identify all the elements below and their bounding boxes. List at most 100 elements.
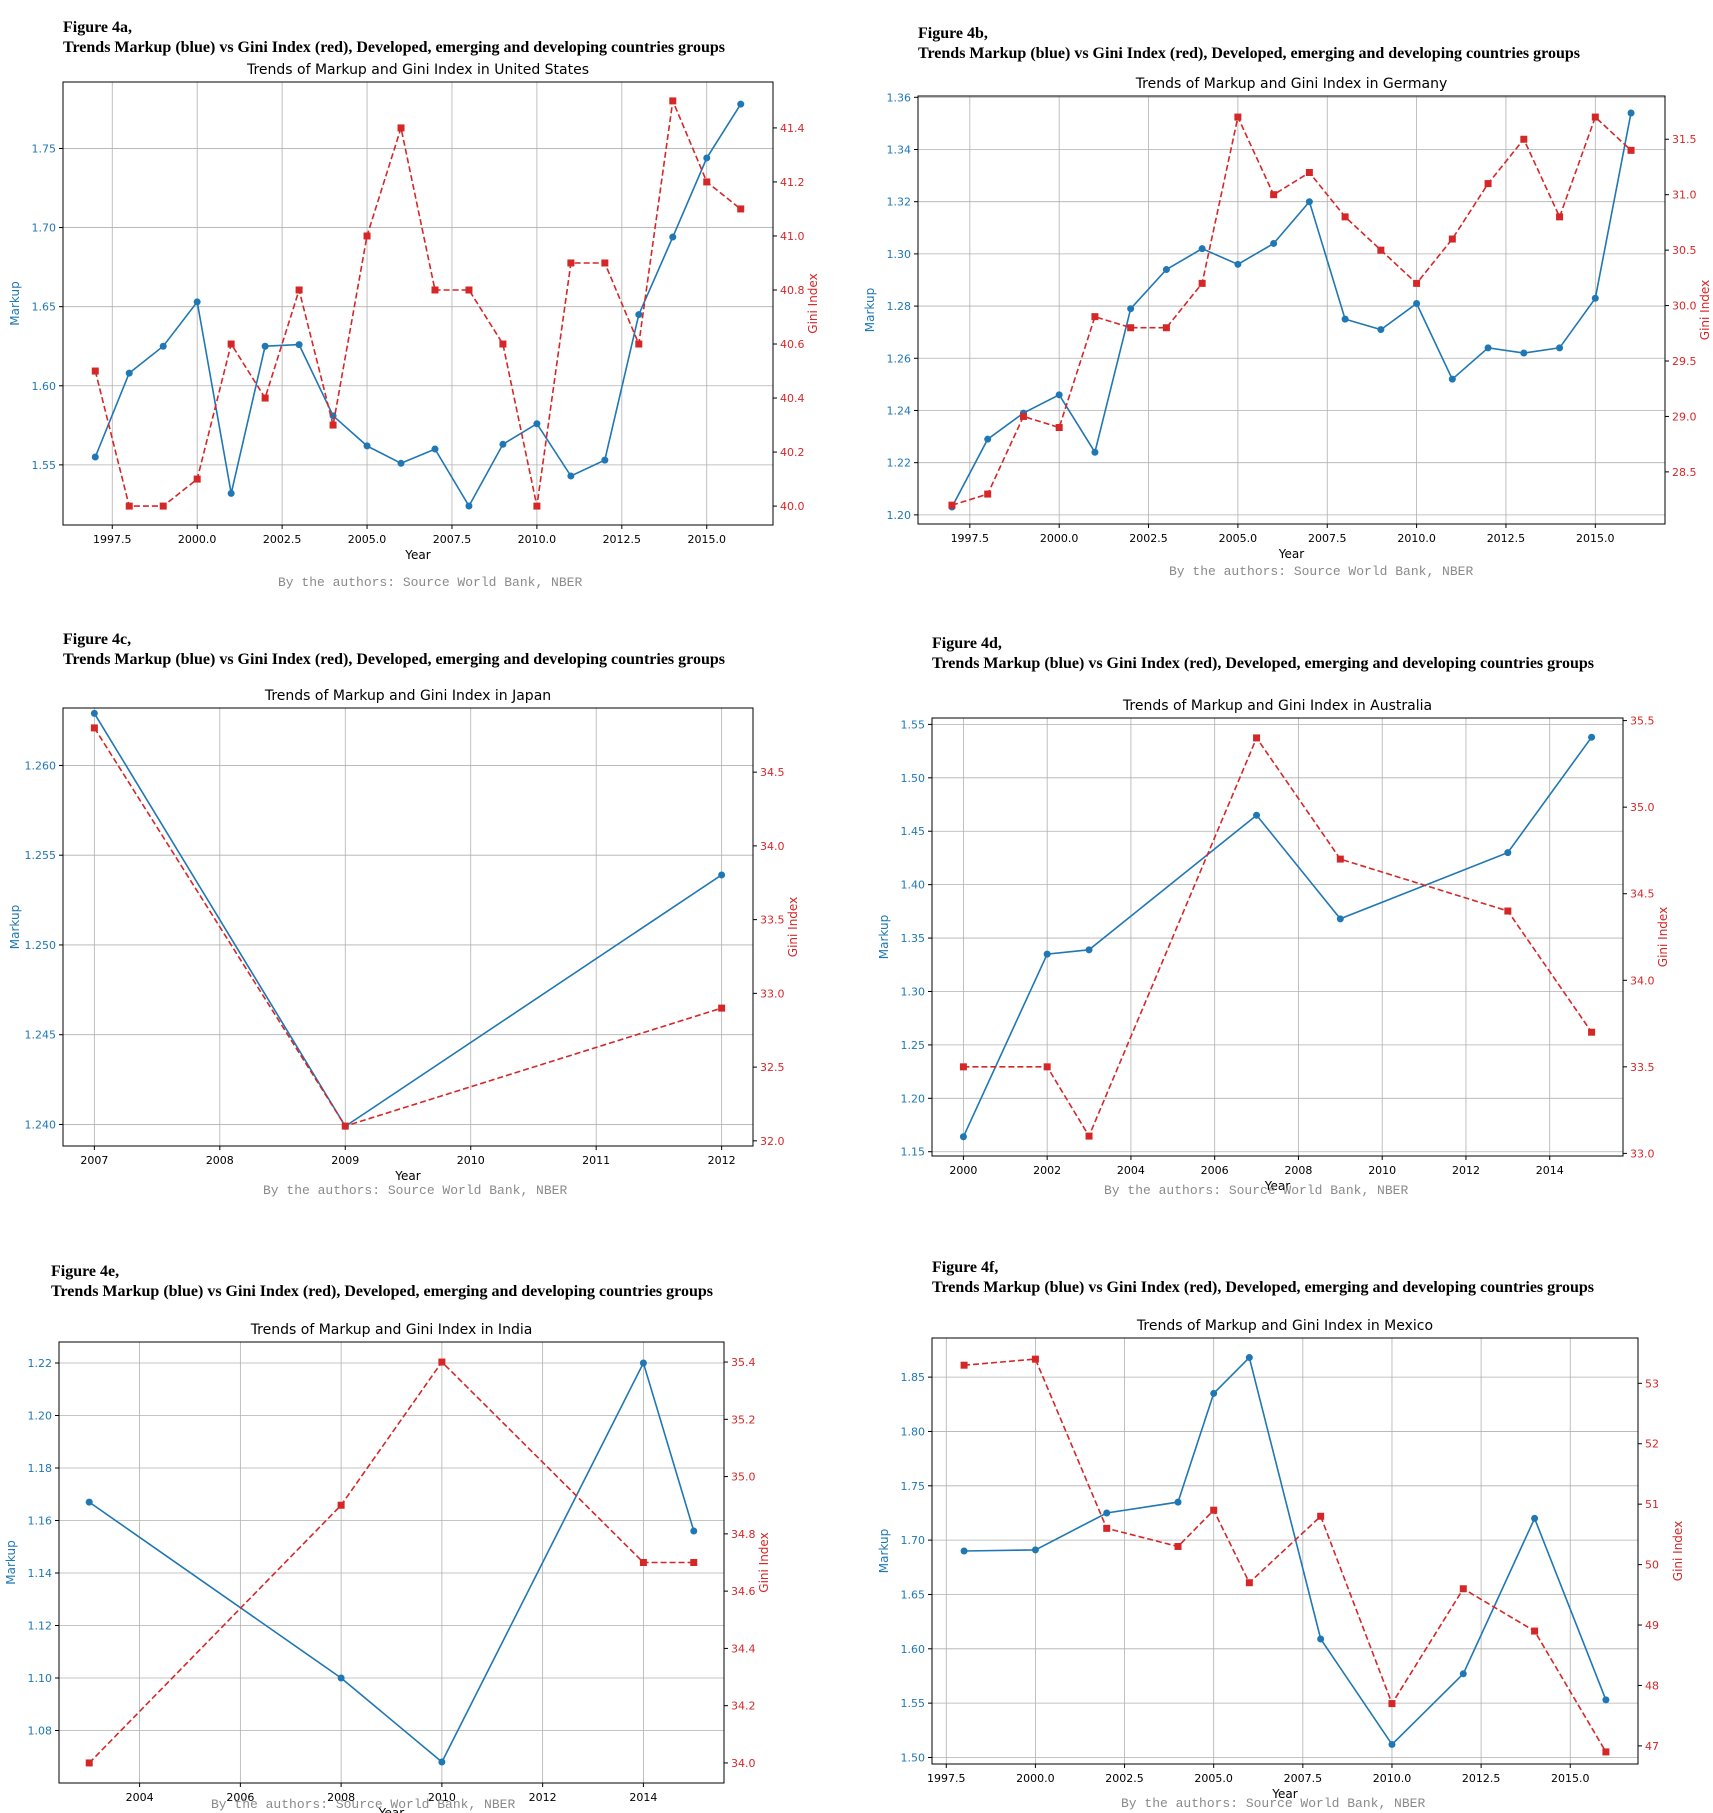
y2-tick-label: 51 <box>1645 1498 1659 1511</box>
gini-point <box>1253 734 1261 742</box>
markup-point <box>261 342 269 350</box>
gini-point <box>193 475 201 483</box>
y2-tick-label: 34.0 <box>760 840 785 853</box>
x-tick-label: 2008 <box>206 1154 234 1167</box>
gini-point <box>465 286 473 294</box>
markup-point <box>1556 344 1564 352</box>
y-tick-label: 1.75 <box>901 1480 926 1493</box>
y2-tick-label: 32.5 <box>760 1061 785 1074</box>
y2-tick-label: 32.0 <box>760 1135 785 1148</box>
y-tick-label: 1.20 <box>901 1092 926 1105</box>
y-tick-label: 1.65 <box>901 1588 926 1601</box>
figure-4f-panel: Figure 4f, Trends Markup (blue) vs Gini … <box>877 1258 1692 1811</box>
grid-lines <box>63 708 753 1146</box>
source-note: By the authors: Source World Bank, NBER <box>211 1797 516 1812</box>
figure-caption: Trends Markup (blue) vs Gini Index (red)… <box>918 45 1580 62</box>
y-tick-label: 1.15 <box>901 1146 926 1159</box>
gini-point <box>363 232 371 240</box>
gini-point <box>85 1759 93 1767</box>
y-tick-label: 1.55 <box>32 459 57 472</box>
x-tick-label: 2014 <box>1536 1164 1564 1177</box>
y-axis-label: Markup <box>877 1529 891 1573</box>
y2-axis-label: Gini Index <box>806 273 820 333</box>
chart-title: Trends of Markup and Gini Index in Mexic… <box>1136 1318 1433 1334</box>
markup-point <box>1413 299 1421 307</box>
figure-4e-panel: Figure 4e, Trends Markup (blue) vs Gini … <box>4 1262 811 1813</box>
figure-caption: Trends Markup (blue) vs Gini Index (red)… <box>51 1283 713 1300</box>
markup-point <box>1336 915 1344 923</box>
y2-tick-label: 30.0 <box>1672 300 1697 313</box>
markup-point <box>397 459 405 467</box>
y-tick-label: 1.20 <box>28 1410 53 1423</box>
y-tick-label: 1.50 <box>901 1751 926 1764</box>
markup-point <box>465 502 473 510</box>
markup-point <box>959 1133 967 1141</box>
gini-point <box>1377 246 1385 254</box>
figure-label: Figure 4a, <box>63 19 133 36</box>
gini-point <box>1336 855 1344 863</box>
markup-line <box>962 736 1593 1138</box>
x-tick-label: 1997.5 <box>927 1772 966 1785</box>
y-tick-label: 1.60 <box>32 380 57 393</box>
y-tick-label: 1.250 <box>25 939 57 952</box>
gini-point <box>960 1361 968 1369</box>
gini-point <box>690 1559 698 1566</box>
figure-label: Figure 4f, <box>932 1259 999 1276</box>
x-tick-label: 2005.0 <box>1194 1772 1233 1785</box>
y-axis-label: Markup <box>8 905 22 949</box>
x-tick-label: 2004 <box>1117 1164 1145 1177</box>
chart-india: Trends of Markup and Gini Index in India… <box>4 1322 771 1813</box>
y-tick-label: 1.12 <box>28 1620 53 1633</box>
chart-united-states: Trends of Markup and Gini Index in Unite… <box>8 62 820 562</box>
x-tick-label: 2010.0 <box>1373 1772 1412 1785</box>
figure-4b-panel: Figure 4b, Trends Markup (blue) vs Gini … <box>863 24 1712 599</box>
y2-tick-label: 34.6 <box>731 1585 756 1598</box>
y-tick-label: 1.24 <box>887 404 912 417</box>
markup-point <box>690 1527 698 1535</box>
markup-point <box>193 298 201 306</box>
y2-tick-label: 35.4 <box>731 1356 756 1369</box>
gini-point <box>341 1122 349 1130</box>
chart-title: Trends of Markup and Gini Index in Japan <box>264 688 551 704</box>
x-tick-label: 2009 <box>331 1154 359 1167</box>
y2-tick-label: 34.0 <box>731 1757 756 1770</box>
gini-point <box>948 501 956 509</box>
y2-tick-label: 53 <box>1645 1377 1659 1390</box>
x-tick-label: 2015.0 <box>1551 1772 1590 1785</box>
x-tick-label: 2010.0 <box>518 533 557 546</box>
gini-point <box>1245 1579 1253 1587</box>
markup-point <box>91 453 99 461</box>
gini-point <box>227 340 235 348</box>
figure-header: Figure 4d, Trends Markup (blue) vs Gini … <box>932 634 1594 674</box>
markup-point <box>1174 1498 1182 1506</box>
gini-point <box>1091 313 1099 321</box>
y-axis-label: Markup <box>8 281 22 325</box>
markup-line <box>93 712 723 1128</box>
y-tick-label: 1.260 <box>25 759 57 772</box>
markup-point <box>227 489 235 497</box>
gini-point <box>295 286 303 294</box>
gini-point <box>1341 213 1349 221</box>
gini-line <box>94 97 742 507</box>
figure-4d-panel: Figure 4d, Trends Markup (blue) vs Gini … <box>877 634 1692 1204</box>
gini-point <box>635 340 643 348</box>
y-tick-label: 1.70 <box>901 1534 926 1547</box>
chart-title: Trends of Markup and Gini Index in Germa… <box>1135 76 1448 92</box>
x-axis-label: Year <box>1264 1179 1290 1193</box>
y2-tick-label: 34.8 <box>731 1528 756 1541</box>
gini-point <box>1448 235 1456 243</box>
chart-mexico: Trends of Markup and Gini Index in Mexic… <box>877 1318 1685 1801</box>
y2-tick-label: 40.8 <box>780 284 805 297</box>
y2-axis-label: Gini Index <box>1698 280 1712 340</box>
grid-lines <box>59 1342 724 1783</box>
x-tick-label: 2007.5 <box>1284 1772 1323 1785</box>
source-note: By the authors: Source World Bank, NBER <box>278 575 583 590</box>
x-tick-label: 2002 <box>1033 1164 1061 1177</box>
gini-point <box>499 340 507 348</box>
markup-point <box>1591 294 1599 302</box>
y2-tick-label: 34.5 <box>1630 888 1655 901</box>
gini-point <box>1627 146 1635 154</box>
figure-label: Figure 4c, <box>63 631 132 648</box>
x-tick-label: 2002.5 <box>263 533 302 546</box>
y-tick-label: 1.45 <box>901 825 926 838</box>
